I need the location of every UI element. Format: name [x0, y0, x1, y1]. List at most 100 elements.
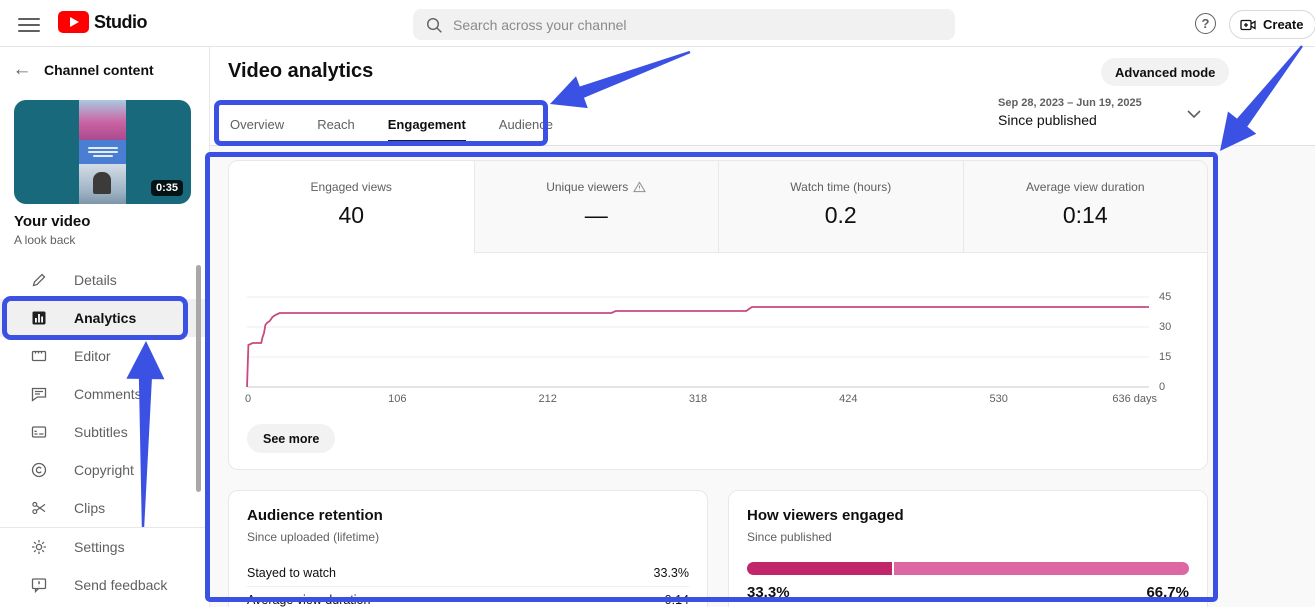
not-engaged-percent-label: 66.7%: [1146, 584, 1189, 601]
page-title: Video analytics: [228, 60, 374, 82]
date-range-text: Sep 28, 2023 – Jun 19, 2025: [998, 97, 1142, 109]
see-more-button[interactable]: See more: [247, 424, 336, 453]
sidebar-item-details[interactable]: Details: [0, 261, 209, 299]
date-mode-text: Since published: [998, 112, 1097, 128]
tab-overview[interactable]: Overview: [230, 116, 285, 132]
x-axis-tick: 0: [245, 393, 252, 405]
create-button[interactable]: Create: [1229, 10, 1315, 39]
video-duration-badge: 0:35: [150, 180, 183, 196]
sidebar-item-settings[interactable]: Settings: [0, 528, 209, 566]
thumbnail-artwork: [79, 100, 126, 204]
sidebar-item-label: Send feedback: [74, 577, 168, 593]
sidebar-header: ← Channel content: [0, 59, 209, 81]
retention-row-avg-view-duration: Average view duration 0:14: [247, 586, 689, 607]
search-icon: [426, 17, 442, 33]
sidebar-item-send-feedback[interactable]: Send feedback: [0, 566, 209, 604]
chevron-down-icon[interactable]: [1186, 108, 1202, 120]
x-axis-tick: 318: [688, 393, 708, 405]
sidebar-item-comments[interactable]: Comments: [0, 375, 209, 413]
metric-value: 0.2: [824, 202, 857, 228]
sidebar-item-copyright[interactable]: Copyright: [0, 451, 209, 489]
create-video-icon: [1240, 19, 1256, 30]
sidebar-divider: [0, 527, 209, 528]
video-thumbnail[interactable]: 0:35: [14, 100, 191, 204]
y-axis-tick: 30: [1159, 321, 1172, 333]
date-range-selector[interactable]: Sep 28, 2023 – Jun 19, 2025 Since publis…: [998, 97, 1142, 128]
youtube-studio-logo[interactable]: Studio: [58, 11, 148, 33]
x-axis-tick: 212: [538, 393, 557, 405]
hamburger-menu-icon[interactable]: [18, 14, 40, 32]
engaged-segment: [747, 562, 895, 575]
metric-watch-time[interactable]: Watch time (hours) 0.2: [718, 161, 963, 253]
sidebar-item-label: Settings: [74, 539, 125, 555]
x-axis-tick: 636 days: [1112, 393, 1157, 405]
top-bar: Studio ? Create: [0, 0, 1315, 47]
copyright-icon: [31, 462, 47, 478]
x-axis-tick: 530: [989, 393, 1008, 405]
sidebar-item-label: Editor: [74, 348, 111, 364]
metric-engaged-views[interactable]: Engaged views 40: [229, 161, 474, 253]
studio-wordmark: Studio: [94, 11, 148, 32]
tab-reach[interactable]: Reach: [317, 116, 355, 132]
advanced-mode-button[interactable]: Advanced mode: [1101, 58, 1230, 86]
y-axis-tick: 15: [1159, 351, 1172, 363]
retention-row-stayed-to-watch: Stayed to watch 33.3%: [247, 560, 689, 586]
audience-retention-card: Audience retention Since uploaded (lifet…: [228, 490, 708, 607]
engagement-report-card: Engaged views 40 Unique viewers — Watch …: [228, 160, 1208, 470]
not-engaged-segment: [894, 562, 1189, 575]
sidebar-item-editor[interactable]: Editor: [0, 337, 209, 375]
subtitles-icon: [31, 426, 47, 438]
x-axis-tick: 424: [839, 393, 858, 405]
card-subtitle: Since uploaded (lifetime): [247, 530, 380, 544]
how-viewers-engaged-card: How viewers engaged Since published 33.3…: [728, 490, 1208, 607]
row-label: Average view duration: [247, 593, 371, 607]
card-title: Audience retention: [247, 507, 383, 524]
metric-value: 40: [338, 202, 365, 228]
tab-engagement[interactable]: Engagement: [387, 102, 466, 146]
metric-label: Average view duration: [1025, 180, 1145, 194]
metric-tabs-row: Engaged views 40 Unique viewers — Watch …: [229, 161, 1207, 253]
channel-content-label: Channel content: [44, 62, 154, 78]
video-title: Your video: [14, 213, 91, 230]
sidebar-item-clips[interactable]: Clips: [0, 489, 209, 527]
sidebar-item-label: Clips: [74, 500, 106, 516]
engaged-views-chart: 0 106 212 318 424 530 636 days 45 30 15 0: [229, 253, 1207, 413]
y-axis-tick: 45: [1159, 291, 1172, 303]
help-icon[interactable]: ?: [1195, 13, 1216, 34]
row-label: Stayed to watch: [247, 566, 336, 580]
trend-line-chart: [246, 296, 1149, 388]
card-subtitle: Since published: [747, 530, 832, 544]
sidebar-item-label: Copyright: [74, 462, 134, 478]
create-button-label: Create: [1263, 17, 1304, 32]
engagement-split-bar: [747, 562, 1189, 575]
sidebar-scrollbar[interactable]: [196, 265, 201, 492]
warning-icon: [633, 181, 647, 193]
analytics-tabs: Overview Reach Engagement Audience: [230, 102, 553, 146]
gear-icon: [32, 540, 46, 554]
sidebar-item-subtitles[interactable]: Subtitles: [0, 413, 209, 451]
comments-icon: [31, 387, 47, 402]
sidebar-menu: Details Analytics Editor Comments Subtit…: [0, 261, 209, 604]
sidebar-item-analytics[interactable]: Analytics: [0, 299, 209, 337]
editor-icon: [31, 350, 47, 362]
scissors-icon: [32, 501, 46, 515]
search-input[interactable]: [453, 16, 893, 33]
metric-avg-view-duration[interactable]: Average view duration 0:14: [962, 161, 1207, 253]
youtube-logo-icon: [58, 11, 89, 33]
metric-label: Engaged views: [310, 180, 392, 194]
metric-unique-viewers[interactable]: Unique viewers —: [473, 161, 718, 253]
tab-audience[interactable]: Audience: [498, 116, 553, 132]
sidebar-item-label: Details: [74, 272, 117, 288]
video-subtitle: A look back: [14, 233, 76, 247]
pencil-icon: [32, 273, 46, 287]
metric-label: Watch time (hours): [790, 180, 892, 194]
row-value: 33.3%: [653, 566, 689, 580]
sidebar-item-label: Comments: [74, 386, 142, 402]
metric-label: Unique viewers: [546, 180, 629, 194]
search-bar[interactable]: [413, 9, 955, 40]
back-arrow-icon[interactable]: ←: [12, 59, 32, 80]
metric-value: —: [584, 202, 608, 228]
x-axis-tick: 106: [388, 393, 407, 405]
sidebar: ← Channel content 0:35 Your video A look…: [0, 47, 210, 607]
